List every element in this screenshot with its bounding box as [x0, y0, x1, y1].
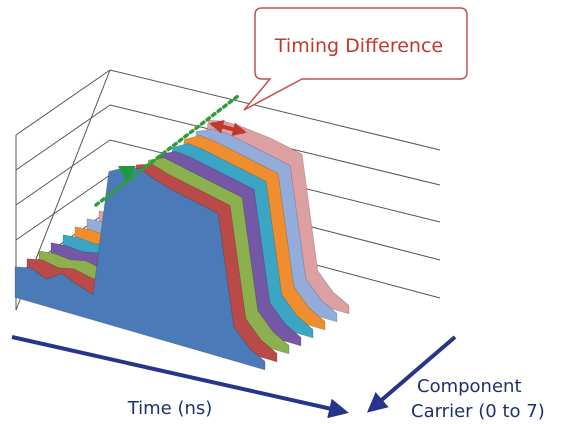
area-series-group	[14, 119, 350, 371]
time-axis-label: Time (ns)	[127, 398, 213, 419]
carrier-axis-label-line1: Component	[417, 376, 522, 397]
grid-line-left-2	[15, 104, 111, 171]
callout-text: Timing Difference	[274, 35, 443, 57]
grid-line-left-3	[15, 139, 111, 206]
dotted-reference-line	[94, 94, 240, 207]
timing-difference-arrow	[209, 119, 247, 137]
grid-line-left-4	[15, 174, 111, 241]
time-axis-arrow	[11, 335, 349, 419]
carrier-axis-arrow	[366, 335, 457, 413]
timing-difference-callout: Timing Difference	[243, 7, 468, 111]
triangle-marker-icon	[118, 166, 136, 182]
carrier-axis-label-line2: Carrier (0 to 7)	[411, 401, 545, 422]
grid-line-left-1	[15, 69, 111, 136]
area-carrier-0	[14, 167, 266, 371]
grid-line-back-1	[109, 69, 441, 151]
